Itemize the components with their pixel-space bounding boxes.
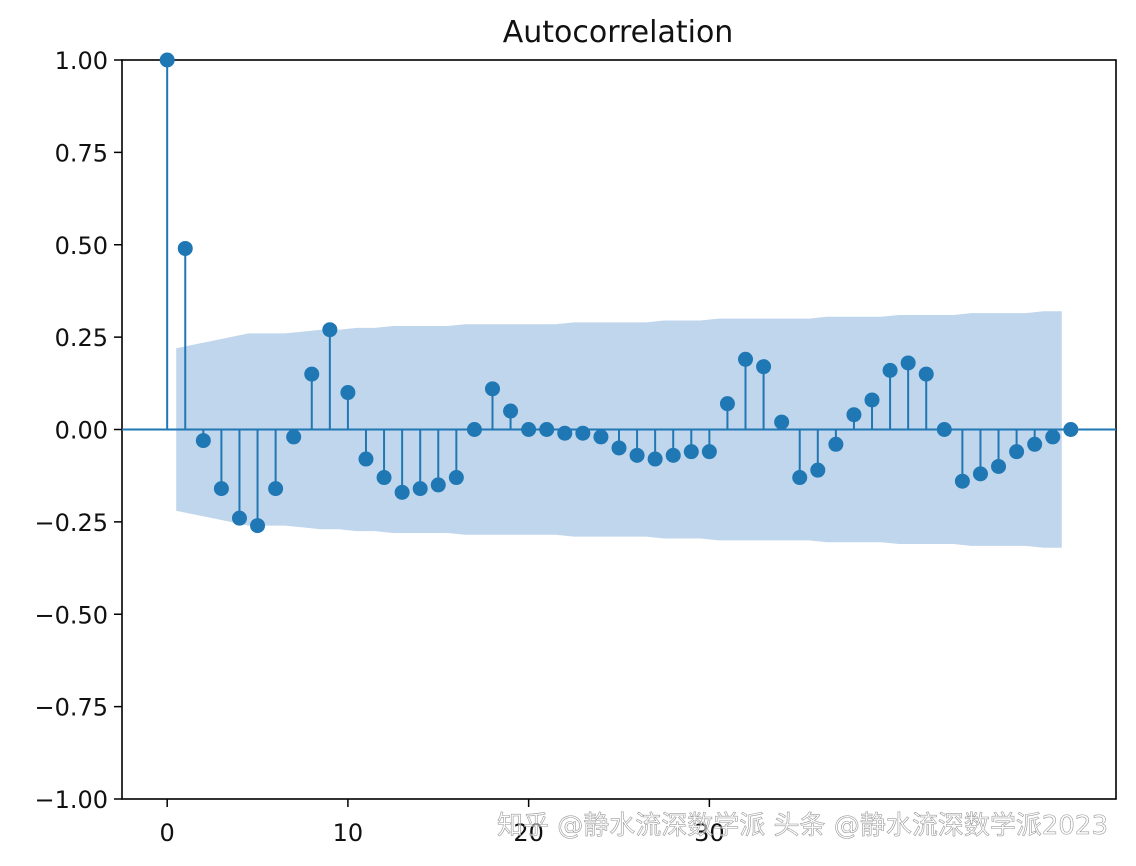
acf-point	[539, 422, 555, 437]
y-tick-label: 0.00	[55, 417, 108, 445]
y-tick-label: −0.50	[34, 601, 108, 629]
acf-point	[286, 429, 302, 445]
y-tick-label: 0.25	[55, 324, 108, 352]
acf-point	[213, 481, 229, 497]
acf-point	[846, 407, 862, 423]
acf-point	[683, 444, 699, 460]
acf-point	[719, 396, 735, 412]
acf-point	[177, 240, 193, 256]
acf-point	[864, 392, 880, 408]
acf-point	[756, 359, 772, 375]
y-tick-label: −1.00	[34, 786, 108, 814]
acf-point	[701, 444, 717, 460]
x-tick-label: 10	[333, 819, 364, 847]
acf-point	[484, 381, 500, 397]
acf-point	[828, 436, 844, 452]
y-tick-label: −0.25	[34, 509, 108, 537]
acf-point	[575, 425, 591, 441]
acf-point	[1009, 444, 1025, 460]
acf-point	[322, 322, 338, 338]
acf-point	[1027, 436, 1043, 452]
acf-point	[810, 462, 826, 478]
acf-point	[250, 518, 266, 534]
acf-point	[593, 429, 609, 445]
acf-point	[792, 470, 808, 486]
x-tick-label: 0	[160, 819, 175, 847]
watermark-text: 知乎 @静水流深数学派 头条 @静水流深数学派2023	[497, 811, 1108, 841]
acf-point	[1045, 429, 1061, 445]
acf-point	[991, 458, 1007, 474]
acf-point	[376, 470, 392, 486]
acf-point	[503, 403, 519, 419]
acf-point	[340, 385, 356, 401]
acf-point	[358, 451, 374, 467]
acf-point	[738, 351, 754, 367]
acf-point	[430, 477, 446, 493]
y-tick-label: 0.50	[55, 232, 108, 260]
acf-point	[918, 366, 934, 382]
acf-point	[774, 414, 790, 430]
x-tick-label: 20	[513, 819, 544, 847]
acf-point	[159, 52, 175, 68]
y-tick-label: 1.00	[55, 47, 108, 75]
acf-point	[936, 422, 952, 437]
acf-point	[521, 422, 537, 437]
acf-point	[195, 433, 211, 449]
acf-point	[1063, 422, 1079, 437]
acf-point	[665, 447, 681, 463]
acf-point	[557, 425, 573, 441]
y-tick-label: 0.75	[55, 139, 108, 167]
acf-point	[466, 422, 482, 437]
acf-point	[448, 470, 464, 486]
acf-point	[882, 362, 898, 378]
acf-point	[611, 440, 627, 456]
plot-area: −1.00 −0.75 −0.50 −0.25 0.00 0.25 0.50 0.75 1.00…	[34, 47, 1117, 847]
acf-point	[412, 481, 428, 497]
chart-title: Autocorrelation	[503, 15, 734, 50]
y-tick-label: −0.75	[34, 694, 108, 722]
x-tick-label: 30	[694, 819, 725, 847]
acf-point	[231, 510, 247, 526]
acf-point	[647, 451, 663, 467]
acf-point	[304, 366, 320, 382]
acf-point	[629, 447, 645, 463]
acf-point	[394, 484, 410, 500]
acf-point	[972, 466, 988, 482]
acf-point	[954, 473, 970, 489]
acf-point	[268, 481, 284, 497]
acf-point	[900, 355, 916, 371]
